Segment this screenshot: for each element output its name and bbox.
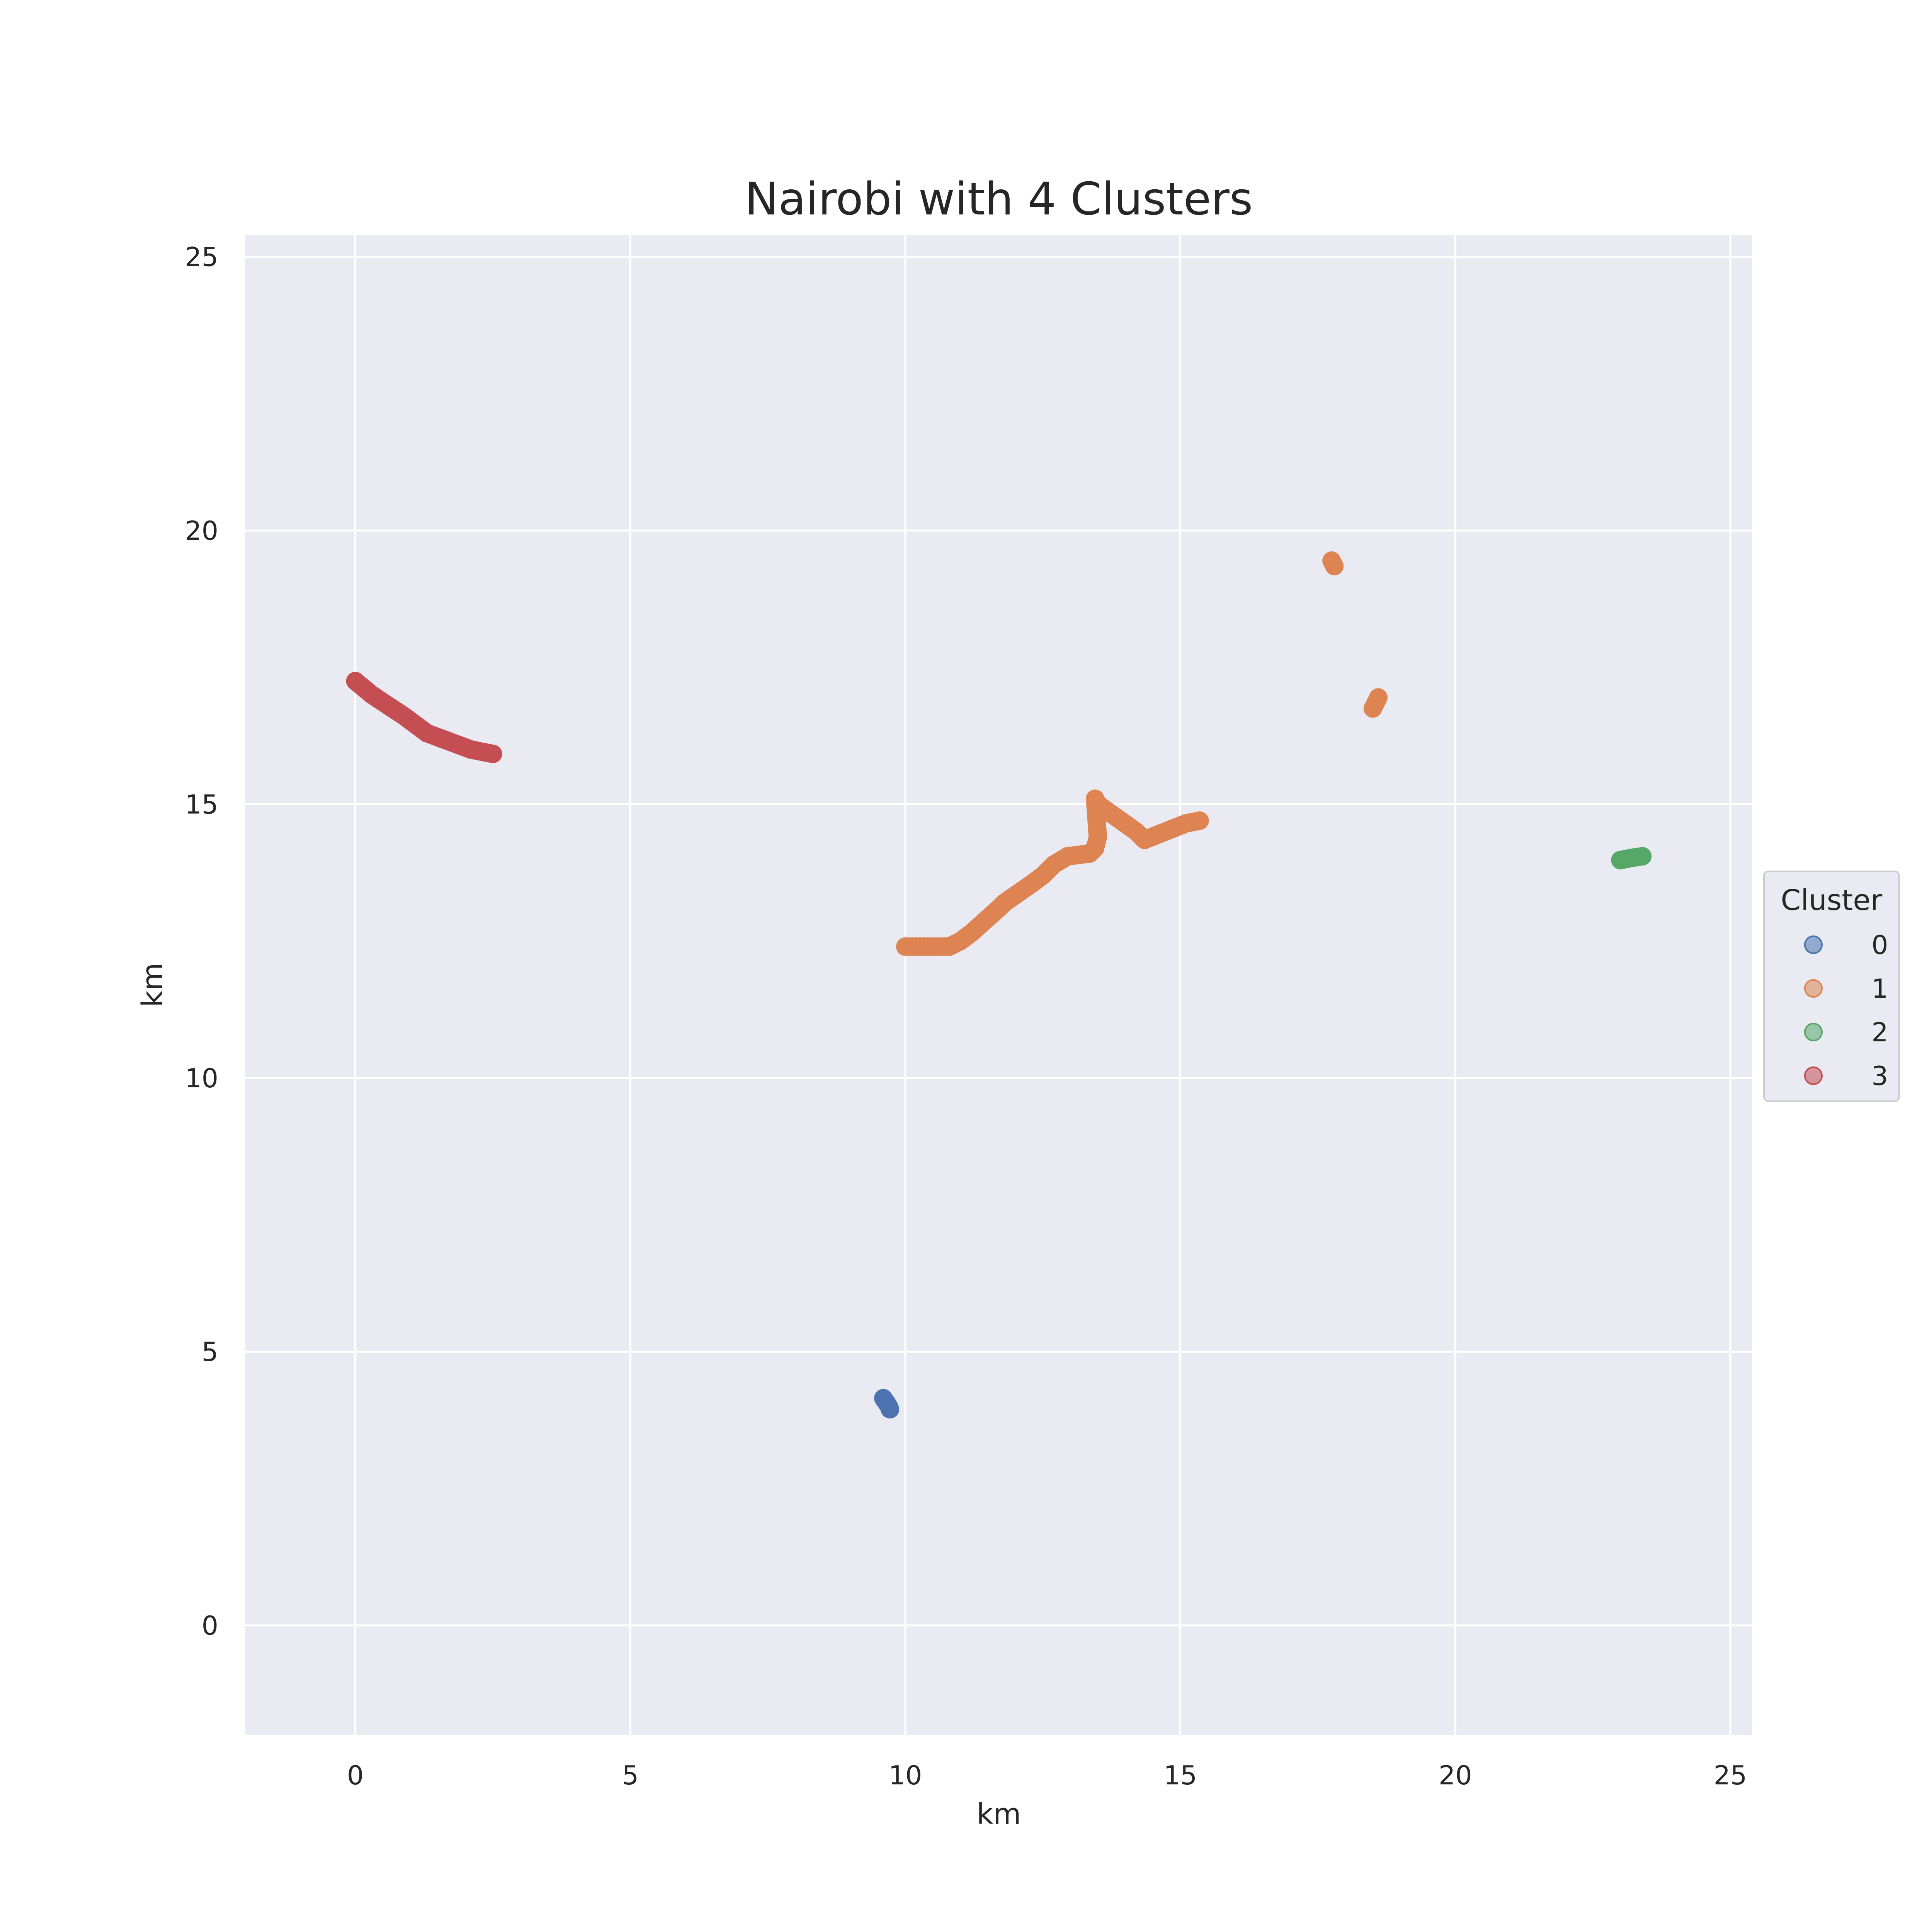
legend-marker [1804, 1023, 1823, 1041]
legend-label: 1 [1871, 974, 1888, 1004]
chart-title: Nairobi with 4 Clusters [745, 173, 1253, 225]
x-axis-label: km [977, 1798, 1021, 1831]
legend-frame [1763, 871, 1900, 1102]
data-point [881, 1400, 900, 1419]
data-point [483, 745, 502, 764]
series-3 [346, 672, 502, 764]
series-0 [874, 1389, 900, 1419]
gridlines [245, 235, 1752, 1735]
x-tick-label: 0 [347, 1760, 364, 1791]
x-tick-label: 10 [889, 1760, 922, 1791]
legend-marker [1804, 979, 1823, 998]
data-point [1369, 688, 1388, 707]
x-tick-label: 5 [622, 1760, 639, 1791]
legend: Cluster 0 1 2 3 [1763, 871, 1900, 1102]
data-points [346, 551, 1652, 1419]
legend-label: 2 [1871, 1017, 1888, 1048]
legend-title: Cluster [1781, 884, 1883, 917]
x-tick-label: 25 [1714, 1760, 1747, 1791]
x-tick-label: 15 [1163, 1760, 1197, 1791]
legend-label: 0 [1871, 930, 1888, 961]
y-tick-label: 20 [185, 516, 218, 546]
x-tick-label: 20 [1439, 1760, 1472, 1791]
data-point [1190, 811, 1209, 830]
y-tick-label: 10 [185, 1063, 218, 1094]
y-tick-label: 0 [202, 1611, 218, 1641]
legend-label: 3 [1871, 1061, 1888, 1092]
series-2 [1611, 847, 1652, 869]
legend-marker [1804, 935, 1823, 954]
series-1 [896, 551, 1388, 956]
y-tick-label: 15 [185, 789, 218, 820]
y-tick-label: 5 [202, 1337, 218, 1367]
y-axis-label: km [136, 963, 169, 1007]
y-tick-label: 25 [185, 242, 218, 273]
legend-marker [1804, 1066, 1823, 1085]
data-point [1325, 557, 1344, 576]
tick-labels: 0 5 10 15 20 25 0 5 10 15 20 25 [185, 242, 1747, 1791]
data-point [1633, 847, 1652, 866]
plot-area [245, 235, 1752, 1735]
